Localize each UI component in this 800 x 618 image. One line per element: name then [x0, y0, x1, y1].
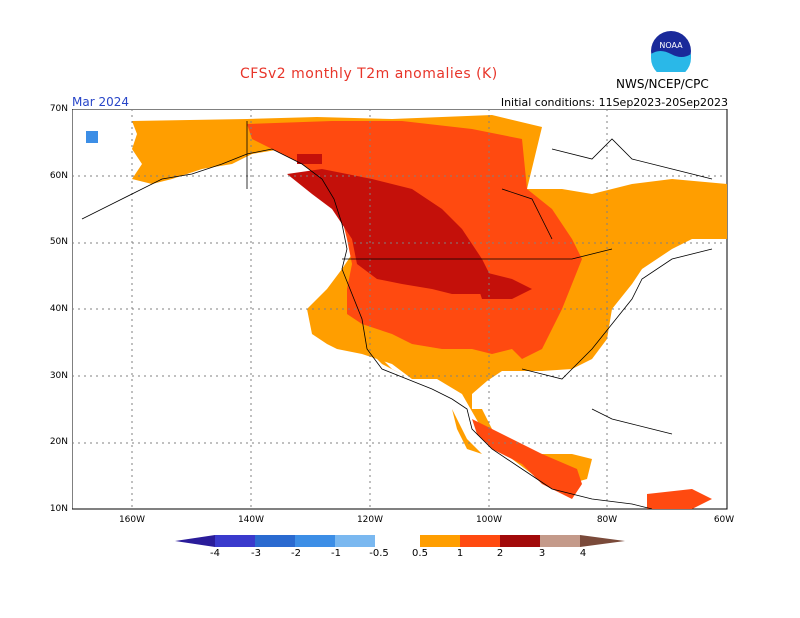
colorbar-label: -1	[331, 548, 341, 559]
forecast-month: Mar 2024	[72, 95, 129, 109]
colorbar-label: 4	[579, 548, 587, 559]
cold-anomaly-patch	[86, 131, 98, 143]
colorbar-segment	[580, 535, 625, 547]
chart-title: CFSv2 monthly T2m anomalies (K)	[240, 66, 498, 82]
colorbar-label: 1	[456, 548, 464, 559]
colorbar-segment	[295, 535, 335, 547]
colorbar-segment	[175, 535, 215, 547]
colorbar-segment	[375, 535, 420, 547]
colorbar-label: 0.5	[412, 548, 428, 559]
lon-label: 160W	[118, 515, 146, 525]
anomaly-map	[72, 109, 728, 510]
lat-label: 20N	[49, 437, 68, 447]
colorbar	[175, 535, 625, 547]
colorbar-label: -2	[291, 548, 301, 559]
colorbar-label: 3	[538, 548, 546, 559]
coastlines	[81, 121, 713, 510]
lon-label: 80W	[596, 515, 618, 525]
lat-label: 10N	[49, 504, 68, 514]
graticule	[72, 109, 727, 509]
colorbar-segment	[215, 535, 255, 547]
svg-text:NOAA: NOAA	[659, 41, 683, 50]
initial-conditions: Initial conditions: 11Sep2023-20Sep2023	[500, 96, 728, 109]
lon-label: 120W	[356, 515, 384, 525]
lat-label: 60N	[49, 171, 68, 181]
colorbar-segment	[540, 535, 580, 547]
lon-label: 140W	[237, 515, 265, 525]
lon-label: 60W	[713, 515, 735, 525]
agency-label: NWS/NCEP/CPC	[616, 77, 709, 91]
lon-label: 100W	[475, 515, 503, 525]
colorbar-label: -0.5	[369, 548, 389, 559]
colorbar-segment	[255, 535, 295, 547]
colorbar-label: 2	[496, 548, 504, 559]
noaa-logo: NOAA	[650, 30, 692, 78]
colorbar-segment	[420, 535, 460, 547]
colorbar-label: -3	[251, 548, 261, 559]
lat-label: 50N	[49, 237, 68, 247]
colorbar-segment	[460, 535, 500, 547]
colorbar-label: -4	[210, 548, 220, 559]
colorbar-segment	[500, 535, 540, 547]
lat-label: 30N	[49, 371, 68, 381]
lat-label: 40N	[49, 304, 68, 314]
anomaly-shading	[132, 115, 727, 509]
colorbar-segment	[335, 535, 375, 547]
lat-label: 70N	[49, 104, 68, 114]
